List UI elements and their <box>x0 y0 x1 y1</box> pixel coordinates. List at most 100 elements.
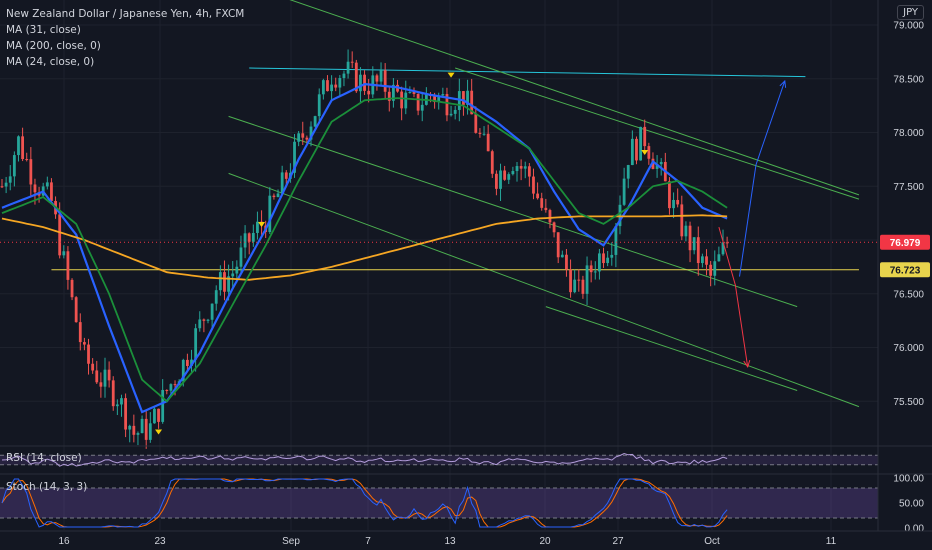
candle-body <box>519 166 523 169</box>
candle-body <box>404 92 408 109</box>
indicator-ma31[interactable]: MA (31, close) <box>6 24 81 36</box>
candle-body <box>115 404 119 407</box>
candle-body <box>532 176 535 194</box>
candle-body <box>181 359 185 382</box>
candle-body <box>495 173 498 189</box>
candle-body <box>589 265 593 273</box>
candle-body <box>12 155 16 177</box>
candle-body <box>186 359 189 366</box>
candle-body <box>140 418 144 434</box>
candle-body <box>111 380 115 407</box>
candle-body <box>268 195 272 232</box>
candle-body <box>45 182 49 187</box>
candle-body <box>527 166 531 177</box>
candle-body <box>227 276 230 292</box>
candle-body <box>515 166 519 172</box>
candle-body <box>486 133 490 152</box>
price-label-current: 76.979 <box>890 238 921 249</box>
candle-body <box>507 174 511 180</box>
rsi-label[interactable]: RSI (14, close) <box>6 452 82 464</box>
candle-body <box>74 297 78 323</box>
candle-body <box>614 226 618 255</box>
candle-body <box>128 425 132 430</box>
candle-body <box>33 184 37 193</box>
candle-body <box>50 182 53 201</box>
candle-body <box>276 193 280 198</box>
candle-body <box>144 418 148 440</box>
candle-body <box>346 61 350 74</box>
candle-body <box>643 126 647 147</box>
candle-body <box>523 166 527 169</box>
candle-body <box>161 389 165 422</box>
candle-body <box>647 146 651 159</box>
candle-body <box>470 90 474 115</box>
candle-body <box>696 237 700 264</box>
candle-body <box>680 204 684 237</box>
candle-body <box>107 369 111 381</box>
candle-body <box>490 151 494 174</box>
candle-body <box>21 136 24 160</box>
price-tick-label: 77.500 <box>893 182 924 193</box>
candle-body <box>284 172 288 179</box>
candle-body <box>565 254 568 270</box>
candle-body <box>499 170 502 189</box>
candle-body <box>453 109 457 114</box>
trendline-resistance <box>249 67 806 78</box>
candle-body <box>214 290 218 304</box>
candle-body <box>540 198 544 208</box>
candle-body <box>639 126 642 161</box>
candle-body <box>313 116 317 127</box>
rsi-pane[interactable] <box>0 452 878 467</box>
candle-body <box>83 342 86 345</box>
projection-arrowhead <box>743 360 751 368</box>
price-label-bg <box>880 234 930 250</box>
candle-body <box>326 80 329 92</box>
candle-body <box>247 233 251 242</box>
candle-body <box>280 172 284 194</box>
candle-body <box>626 165 630 179</box>
candle-body <box>536 193 539 199</box>
indicator-ma200[interactable]: MA (200, close, 0) <box>6 40 101 52</box>
candle-body <box>552 222 556 233</box>
candle-body <box>120 398 123 405</box>
candle-body <box>359 74 362 92</box>
candle-body <box>721 242 725 255</box>
candle-body <box>8 176 12 183</box>
candle-body <box>202 319 206 321</box>
candle-body <box>684 225 688 237</box>
candle-body <box>630 138 634 166</box>
candle-body <box>4 182 8 187</box>
ma200-line <box>1 214 728 281</box>
candle-body <box>412 91 416 94</box>
moving-averages <box>1 82 728 414</box>
candle-body <box>420 104 424 111</box>
candle-body <box>305 137 309 140</box>
price-label-bg <box>880 262 930 278</box>
candle-body <box>297 133 301 142</box>
price-tick-label: 78.500 <box>893 74 924 85</box>
candle-body <box>466 90 469 105</box>
candle-body <box>503 170 507 180</box>
price-tick-label: 79.000 <box>893 21 924 32</box>
candle-body <box>676 199 680 205</box>
candle-body <box>672 199 675 209</box>
currency-badge[interactable]: JPY <box>897 5 924 20</box>
candle-body <box>717 254 721 262</box>
candle-body <box>91 363 95 371</box>
price-tick-label: 76.500 <box>893 289 924 300</box>
stoch-tick-label: 0.00 <box>905 524 925 535</box>
stoch-pane[interactable]: 100.00 50.00 0.00 <box>0 474 924 535</box>
candle-body <box>659 161 663 165</box>
time-tick-label: 20 <box>539 536 551 547</box>
candle-body <box>593 271 597 273</box>
candle-body <box>309 126 313 140</box>
indicator-ma24[interactable]: MA (24, close, 0) <box>6 56 95 68</box>
price-label-support: 76.723 <box>890 265 921 276</box>
candle-body <box>569 269 572 293</box>
candle-body <box>251 232 255 242</box>
candle-body <box>408 91 412 93</box>
candle-body <box>338 78 342 88</box>
stoch-label[interactable]: Stoch (14, 3, 3) <box>6 481 88 493</box>
